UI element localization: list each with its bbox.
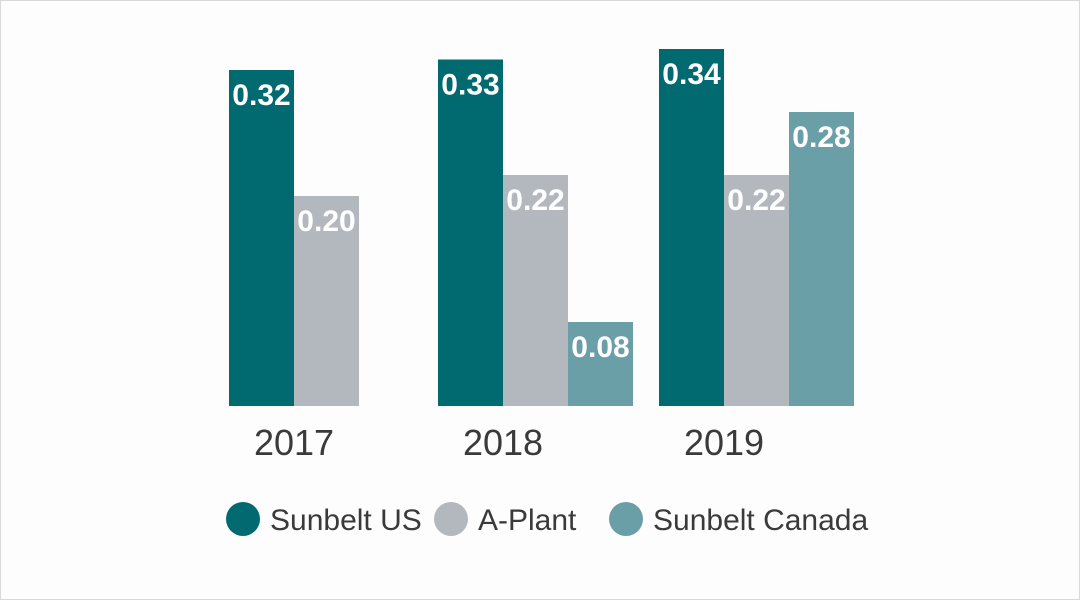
legend-label-2: Sunbelt Canada	[653, 504, 868, 537]
bar-value-label: 0.32	[232, 79, 290, 112]
legend-swatch-1	[434, 502, 468, 536]
bar-2019-series-2	[789, 112, 854, 406]
bar-2017-series-0	[229, 70, 294, 406]
bar-2018-series-2	[568, 322, 633, 406]
bar-value-label: 0.20	[297, 205, 355, 238]
legend-label-0: Sunbelt US	[270, 504, 422, 537]
bar-2018-series-0	[438, 59, 503, 406]
bar-2019-series-1	[724, 175, 789, 406]
bar-value-label: 0.08	[571, 331, 629, 364]
bar-2018-series-1	[503, 175, 568, 406]
bar-value-label: 0.33	[441, 69, 499, 102]
bar-value-label: 0.34	[662, 58, 721, 91]
category-label-2017: 2017	[254, 422, 334, 463]
bar-value-label: 0.22	[727, 184, 785, 217]
legend-swatch-2	[609, 502, 643, 536]
legend-label-1: A-Plant	[478, 504, 577, 537]
bar-2017-series-1	[294, 196, 359, 406]
bar-value-label: 0.22	[506, 184, 564, 217]
category-label-2019: 2019	[684, 422, 764, 463]
category-label-2018: 2018	[463, 422, 543, 463]
bar-2019-series-0	[659, 49, 724, 406]
bar-value-label: 0.28	[792, 121, 850, 154]
legend-swatch-0	[226, 502, 260, 536]
